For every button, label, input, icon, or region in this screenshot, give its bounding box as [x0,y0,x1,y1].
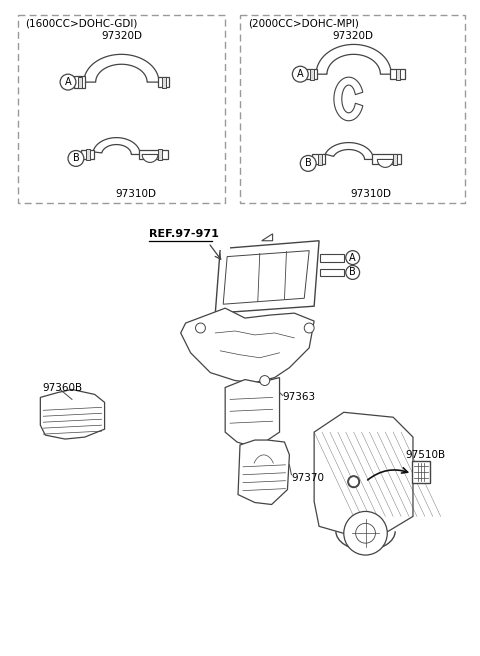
Text: A: A [65,77,72,87]
Polygon shape [372,154,401,165]
Polygon shape [158,77,169,87]
Circle shape [195,323,205,333]
Polygon shape [84,54,159,82]
Circle shape [68,150,84,167]
Polygon shape [74,76,85,88]
Polygon shape [390,70,405,79]
Polygon shape [334,77,363,121]
Bar [158,149,162,160]
Polygon shape [223,251,309,304]
Text: 97370: 97370 [291,473,324,483]
Circle shape [292,66,308,82]
Bar [162,77,166,87]
Text: (2000CC>DOHC-MPI): (2000CC>DOHC-MPI) [248,18,359,29]
Polygon shape [180,308,314,382]
Text: REF.97-971: REF.97-971 [149,229,219,239]
Polygon shape [304,70,317,79]
Bar [86,149,90,160]
Polygon shape [238,440,289,504]
Polygon shape [262,234,273,241]
Circle shape [304,323,314,333]
Text: 97320D: 97320D [332,31,373,41]
FancyBboxPatch shape [240,14,466,203]
Polygon shape [93,138,140,154]
Circle shape [260,376,270,386]
Polygon shape [325,142,373,159]
Polygon shape [320,254,344,262]
Polygon shape [225,378,279,447]
Circle shape [60,74,76,90]
Polygon shape [320,268,344,276]
Bar [396,69,400,79]
Bar [318,154,322,165]
Ellipse shape [348,476,360,487]
Circle shape [349,477,359,487]
Polygon shape [40,390,105,439]
Polygon shape [139,150,168,159]
Text: 97360B: 97360B [42,382,83,392]
Text: 97310D: 97310D [350,189,391,199]
Bar [78,77,82,87]
Polygon shape [216,241,319,313]
Circle shape [344,512,387,555]
Text: 97310D: 97310D [116,189,156,199]
Circle shape [356,523,375,543]
Text: B: B [72,154,79,163]
Polygon shape [412,461,430,483]
Circle shape [300,155,316,171]
Text: (1600CC>DOHC-GDI): (1600CC>DOHC-GDI) [25,18,138,29]
Circle shape [346,251,360,264]
Bar [393,154,397,165]
Circle shape [346,266,360,279]
Polygon shape [377,159,393,167]
Text: 97363: 97363 [283,392,316,402]
Polygon shape [314,412,413,536]
Text: 97320D: 97320D [101,31,142,41]
Polygon shape [312,154,325,165]
Text: 97510B: 97510B [405,450,445,460]
Polygon shape [142,154,158,163]
Text: A: A [349,253,356,262]
Polygon shape [316,45,391,74]
Text: A: A [297,69,304,79]
Bar [310,69,314,79]
FancyBboxPatch shape [18,14,225,203]
Polygon shape [81,150,94,159]
Text: B: B [349,268,356,277]
Text: B: B [305,158,312,169]
